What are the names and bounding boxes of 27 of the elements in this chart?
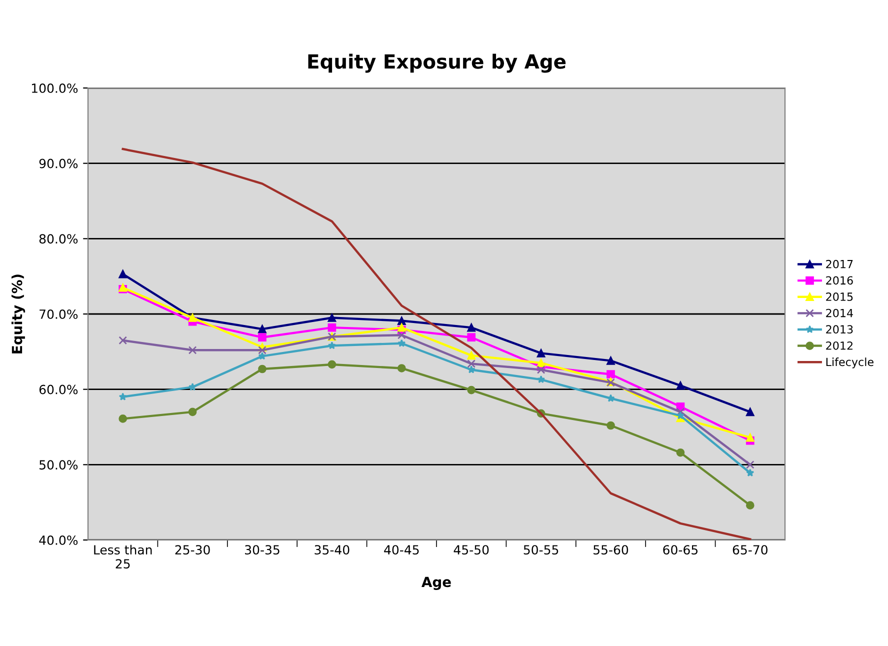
x-tick-label: 30-35 <box>245 545 280 555</box>
x-tick-label: 35-40 <box>314 545 350 555</box>
x-tick-label: 50-55 <box>524 545 558 555</box>
legend-label: 2015 <box>826 292 853 301</box>
x-tick-label: Less than 25 <box>94 544 152 569</box>
x-tick-label: 55-60 <box>594 545 628 555</box>
legend-label: 2014 <box>826 308 853 318</box>
y-axis-title: Equity (%) <box>12 274 26 354</box>
x-tick-label: 60-65 <box>663 545 698 555</box>
x-tick-label: 40-45 <box>384 545 419 555</box>
legend-label: 2017 <box>826 260 853 268</box>
y-tick-label: 40.0% <box>39 535 78 545</box>
y-tick-label: 80.0% <box>39 234 78 244</box>
y-tick-label: 100.0% <box>32 83 78 93</box>
legend-label: 2012 <box>826 341 852 350</box>
x-tick-label: 45-50 <box>454 545 489 555</box>
chart-title: Equity Exposure by Age <box>308 54 566 73</box>
x-tick-label: 65-70 <box>732 545 768 555</box>
y-tick-label: 60.0% <box>39 384 78 394</box>
y-tick-label: 70.0% <box>40 309 78 319</box>
legend-label: 2013 <box>826 325 853 334</box>
y-tick-label: 90.0% <box>39 158 78 168</box>
legend-label: 2016 <box>826 276 853 285</box>
legend-label: Lifecycle <box>826 358 874 368</box>
x-axis-title: Age <box>422 576 451 590</box>
x-tick-label: 25-30 <box>175 545 210 555</box>
y-tick-label: 50.0% <box>40 460 78 470</box>
